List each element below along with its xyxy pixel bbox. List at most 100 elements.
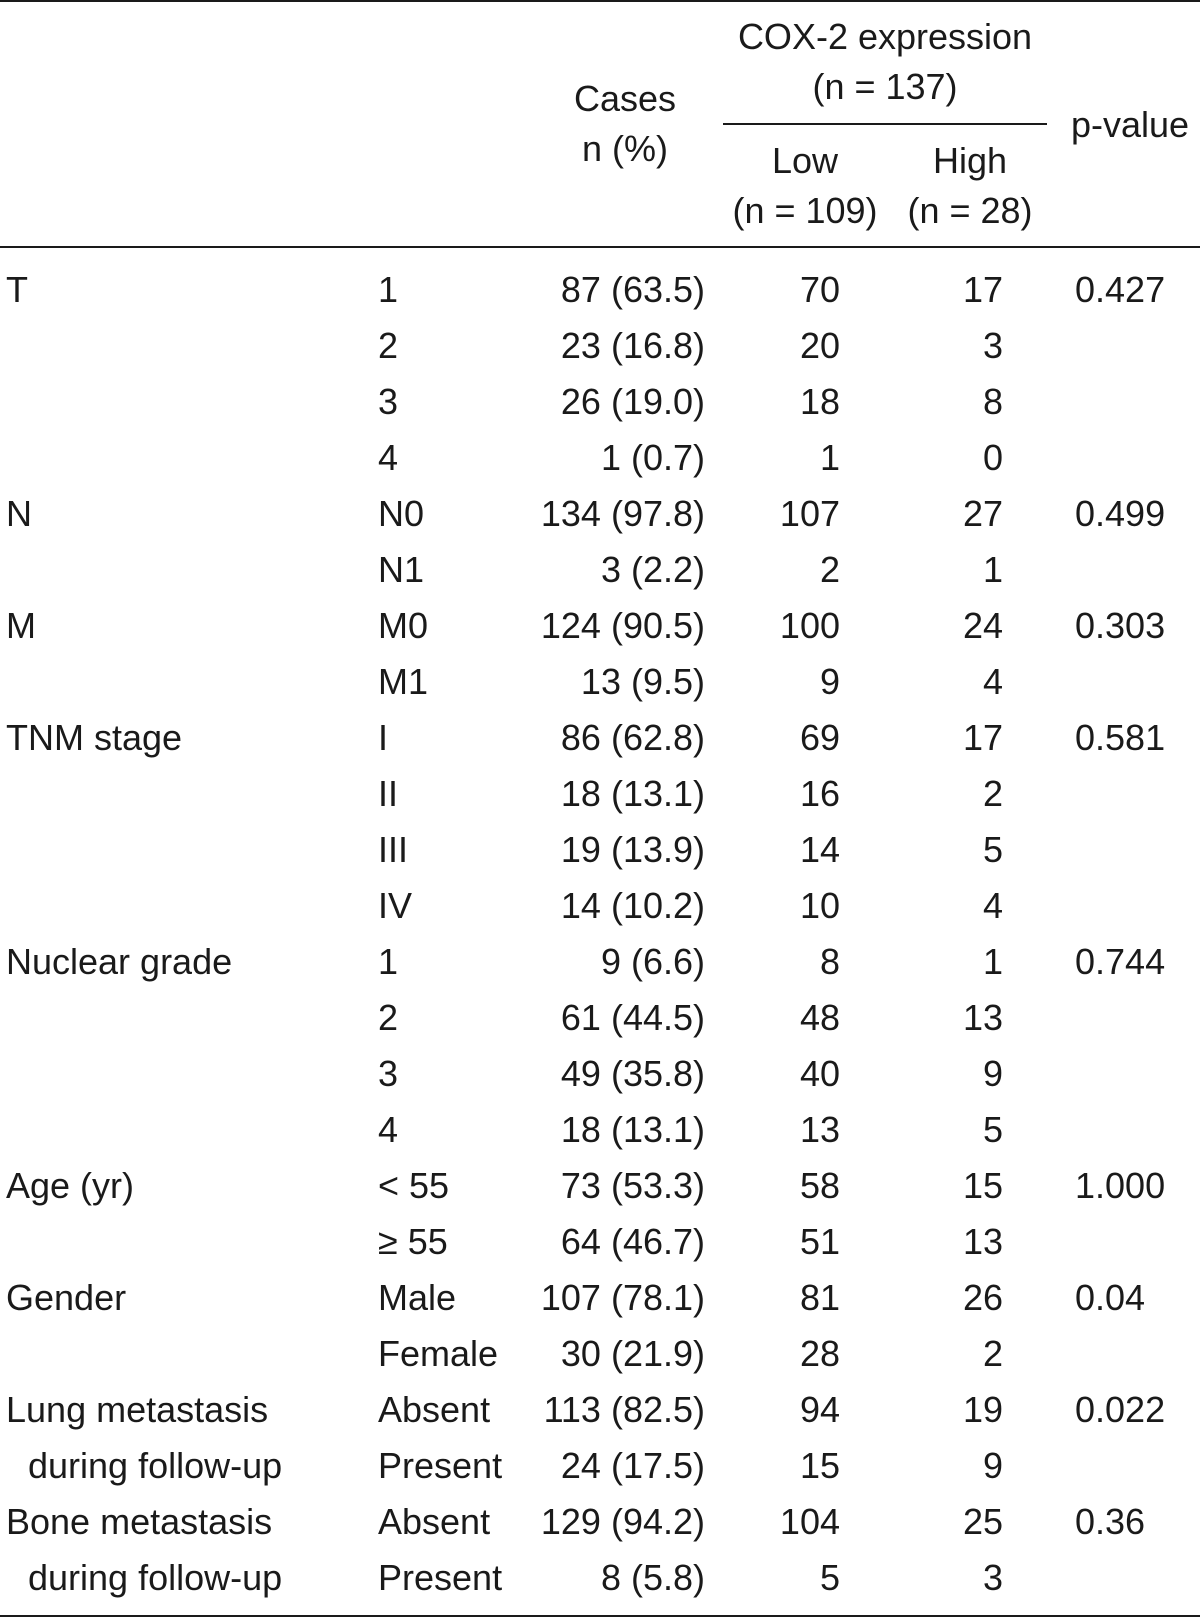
row-cases: 134 (97.8) <box>540 493 705 534</box>
row-low: 10 <box>799 885 840 926</box>
row-low: 69 <box>799 717 840 758</box>
row-high: 1 <box>982 549 1003 590</box>
row-category: Present <box>378 1445 503 1486</box>
row-high: 5 <box>982 1109 1003 1150</box>
row-category: M0 <box>378 605 429 646</box>
row-cases: 18 (13.1) <box>560 773 705 814</box>
row-characteristic-cont: during follow-up <box>28 1557 283 1598</box>
row-category: 1 <box>378 941 399 982</box>
row-cases: 73 (53.3) <box>560 1165 705 1206</box>
row-high: 25 <box>962 1501 1003 1542</box>
row-characteristic-cont: during follow-up <box>28 1445 283 1486</box>
row-low: 16 <box>799 773 840 814</box>
row-high: 24 <box>962 605 1003 646</box>
row-pvalue: 0.022 <box>1075 1389 1166 1430</box>
row-characteristic: Bone metastasis <box>6 1501 273 1542</box>
row-cases: 23 (16.8) <box>560 325 705 366</box>
row-category: 2 <box>378 997 399 1038</box>
row-high: 2 <box>982 1333 1003 1374</box>
row-characteristic: TNM stage <box>6 717 183 758</box>
row-cases: 18 (13.1) <box>560 1109 705 1150</box>
row-high: 13 <box>962 1221 1003 1262</box>
row-cases: 1 (0.7) <box>600 437 705 478</box>
row-cases: 26 (19.0) <box>560 381 705 422</box>
row-high: 13 <box>962 997 1003 1038</box>
row-high: 2 <box>982 773 1003 814</box>
row-characteristic: T <box>6 269 28 310</box>
row-low: 70 <box>799 269 840 310</box>
header-cox2: COX-2 expression (n = 137) <box>723 12 1047 112</box>
row-category: 1 <box>378 269 399 310</box>
row-high: 15 <box>962 1165 1003 1206</box>
row-low: 58 <box>799 1165 840 1206</box>
row-pvalue: 0.581 <box>1075 717 1166 758</box>
header-high-line1: High <box>932 140 1008 181</box>
header-low: Low (n = 109) <box>725 136 885 236</box>
row-category: N1 <box>378 549 425 590</box>
row-cases: 86 (62.8) <box>560 717 705 758</box>
row-low: 5 <box>819 1557 840 1598</box>
header-cases-line1: Cases <box>573 78 677 119</box>
row-high: 9 <box>982 1053 1003 1094</box>
row-cases: 9 (6.6) <box>600 941 705 982</box>
row-low: 51 <box>799 1221 840 1262</box>
row-high: 17 <box>962 269 1003 310</box>
row-low: 48 <box>799 997 840 1038</box>
header-pvalue: p-value <box>1065 100 1195 150</box>
header-low-line1: Low <box>771 140 839 181</box>
row-category: III <box>378 829 409 870</box>
row-category: Absent <box>378 1501 491 1542</box>
row-category: II <box>378 773 399 814</box>
row-high: 5 <box>982 829 1003 870</box>
row-cases: 87 (63.5) <box>560 269 705 310</box>
table-bottom-rule <box>0 1615 1200 1617</box>
row-category: ≥ 55 <box>378 1221 448 1262</box>
row-cases: 107 (78.1) <box>540 1277 705 1318</box>
row-cases: 3 (2.2) <box>600 549 705 590</box>
row-high: 8 <box>982 381 1003 422</box>
row-category: 3 <box>378 381 399 422</box>
row-category: 4 <box>378 1109 399 1150</box>
row-low: 18 <box>799 381 840 422</box>
row-pvalue: 0.36 <box>1075 1501 1146 1542</box>
row-category: Absent <box>378 1389 491 1430</box>
row-characteristic: Age (yr) <box>6 1165 135 1206</box>
header-cox2-line1: COX-2 expression <box>737 16 1033 57</box>
row-low: 20 <box>799 325 840 366</box>
row-low: 9 <box>819 661 840 702</box>
row-cases: 64 (46.7) <box>560 1221 705 1262</box>
row-cases: 49 (35.8) <box>560 1053 705 1094</box>
row-high: 4 <box>982 661 1003 702</box>
row-high: 27 <box>962 493 1003 534</box>
header-high: High (n = 28) <box>895 136 1045 236</box>
row-category: 4 <box>378 437 399 478</box>
header-bottom-rule <box>0 246 1200 248</box>
row-pvalue: 1.000 <box>1075 1165 1166 1206</box>
row-high: 4 <box>982 885 1003 926</box>
row-high: 3 <box>982 325 1003 366</box>
header-cases: Cases n (%) <box>540 74 710 174</box>
cox2-spanner-rule <box>723 123 1047 125</box>
row-category: < 55 <box>378 1165 450 1206</box>
header-cases-line2: n (%) <box>581 128 668 169</box>
row-category: Female <box>378 1333 499 1374</box>
table-top-rule <box>0 0 1200 2</box>
row-category: N0 <box>378 493 425 534</box>
row-low: 94 <box>799 1389 840 1430</box>
row-pvalue: 0.427 <box>1075 269 1166 310</box>
row-high: 1 <box>982 941 1003 982</box>
row-characteristic: Lung metastasis <box>6 1389 269 1430</box>
row-pvalue: 0.499 <box>1075 493 1166 534</box>
row-low: 100 <box>779 605 840 646</box>
row-high: 3 <box>982 1557 1003 1598</box>
row-cases: 24 (17.5) <box>560 1445 705 1486</box>
row-category: 3 <box>378 1053 399 1094</box>
row-cases: 129 (94.2) <box>540 1501 705 1542</box>
row-low: 14 <box>799 829 840 870</box>
row-pvalue: 0.04 <box>1075 1277 1146 1318</box>
row-characteristic: N <box>6 493 32 534</box>
row-category: IV <box>378 885 413 926</box>
row-characteristic: M <box>6 605 36 646</box>
row-low: 28 <box>799 1333 840 1374</box>
row-category: M1 <box>378 661 429 702</box>
